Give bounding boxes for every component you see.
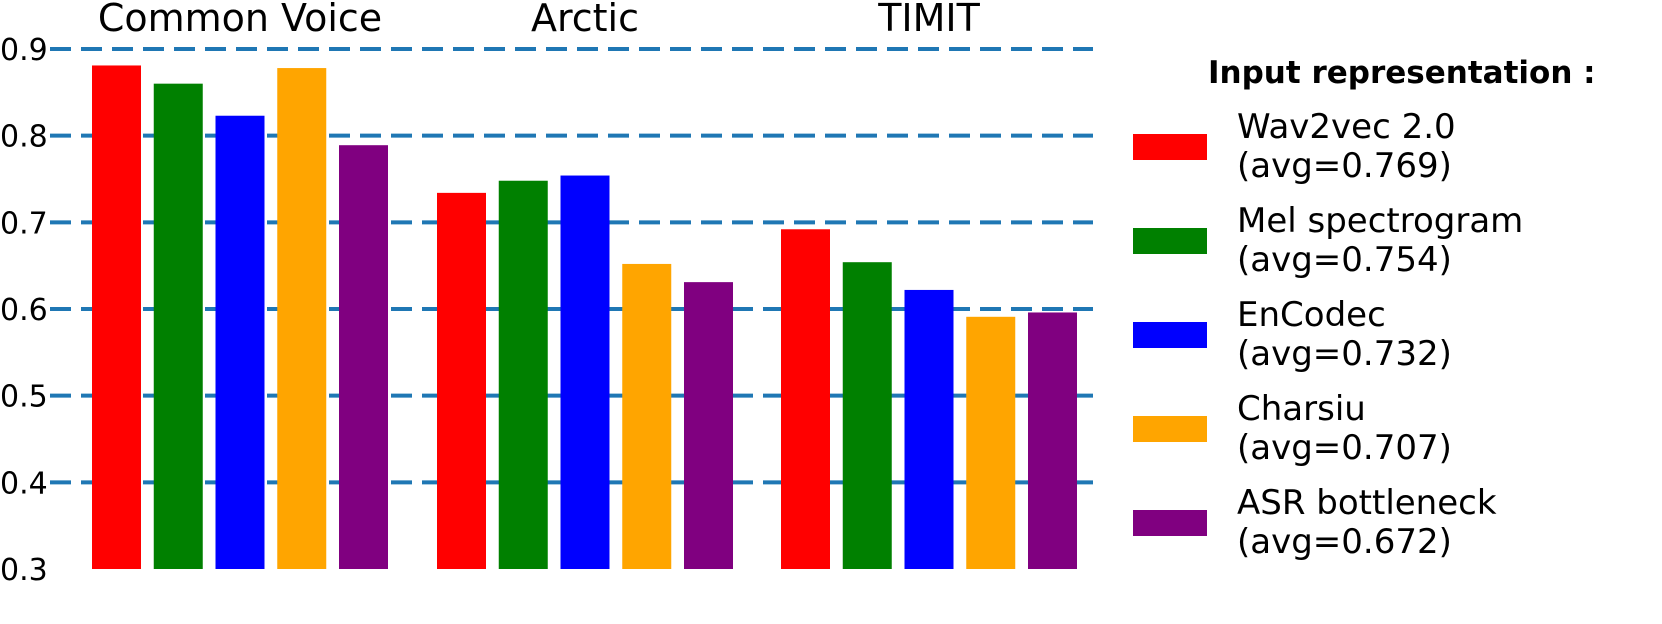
bar	[339, 145, 388, 569]
group-label: Common Voice	[98, 0, 382, 40]
legend-series-avg: (avg=0.732)	[1237, 334, 1452, 374]
legend-series-avg: (avg=0.754)	[1237, 240, 1452, 280]
y-axis-tick-labels: 0.3 0.4 0.5 0.6 0.7 0.8 0.9	[0, 33, 48, 588]
bar	[904, 289, 954, 569]
y-tick-label: 0.3	[0, 553, 48, 588]
legend-series-avg: (avg=0.707)	[1237, 428, 1452, 468]
bar	[842, 262, 892, 569]
y-tick-label: 0.8	[0, 120, 48, 155]
legend-series-name: Charsiu	[1237, 389, 1366, 429]
bars	[92, 65, 1077, 570]
legend-series-name: ASR bottleneck	[1237, 483, 1497, 523]
bar	[684, 282, 733, 569]
legend-series-name: Mel spectrogram	[1237, 201, 1523, 241]
bar	[966, 316, 1016, 569]
legend-swatch	[1133, 416, 1207, 442]
group-label: Arctic	[531, 0, 639, 40]
bar	[215, 115, 265, 569]
y-tick-label: 0.9	[0, 33, 48, 68]
bar	[622, 263, 672, 569]
legend-series-avg: (avg=0.769)	[1237, 146, 1452, 186]
bar	[1028, 312, 1077, 569]
legend-swatch	[1133, 510, 1207, 536]
bar	[781, 229, 830, 569]
legend-swatch	[1133, 322, 1207, 348]
legend-series-name: Wav2vec 2.0	[1237, 107, 1456, 147]
legend-series-avg: (avg=0.672)	[1237, 522, 1452, 562]
bar	[498, 180, 548, 569]
bar	[92, 65, 141, 569]
legend-swatch	[1133, 228, 1207, 254]
legend-title: Input representation :	[1208, 55, 1596, 91]
bar	[277, 68, 327, 570]
legend: Input representation : Wav2vec 2.0(avg=0…	[1133, 55, 1596, 562]
group-labels: Common Voice Arctic TIMIT	[98, 0, 981, 40]
bar	[437, 192, 486, 569]
group-label: TIMIT	[877, 0, 980, 40]
y-tick-label: 0.4	[0, 466, 48, 501]
legend-series-name: EnCodec	[1237, 295, 1386, 335]
bar	[153, 83, 203, 570]
legend-swatch	[1133, 134, 1207, 160]
y-tick-label: 0.6	[0, 293, 48, 328]
y-tick-label: 0.5	[0, 380, 48, 415]
y-tick-label: 0.7	[0, 206, 48, 241]
bar	[560, 175, 610, 570]
